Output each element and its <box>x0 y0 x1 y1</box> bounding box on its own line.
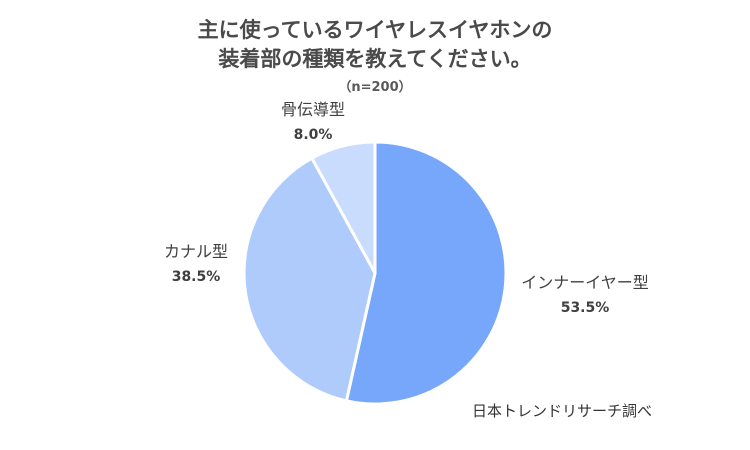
slice-label-3: 骨伝導型 <box>281 100 345 119</box>
slice-value-1: 53.5% <box>561 300 610 316</box>
chart-title-line-1: 主に使っているワイヤレスイヤホンの <box>197 18 553 42</box>
slice-label-2: カナル型 <box>164 242 228 261</box>
pie-slice-1 <box>344 140 508 406</box>
source-note: 日本トレンドリサーチ調べ <box>472 402 653 420</box>
slice-label-1: インナーイヤー型 <box>521 273 649 292</box>
slice-value-3: 8.0% <box>294 127 333 143</box>
pie-slice-2 <box>242 156 377 403</box>
chart-title-line-2: 装着部の種類を教えてください。 <box>218 47 532 71</box>
pie-slice-3 <box>310 140 377 275</box>
chart-subtitle: （n=200） <box>338 80 412 95</box>
slice-value-2: 38.5% <box>172 269 221 285</box>
